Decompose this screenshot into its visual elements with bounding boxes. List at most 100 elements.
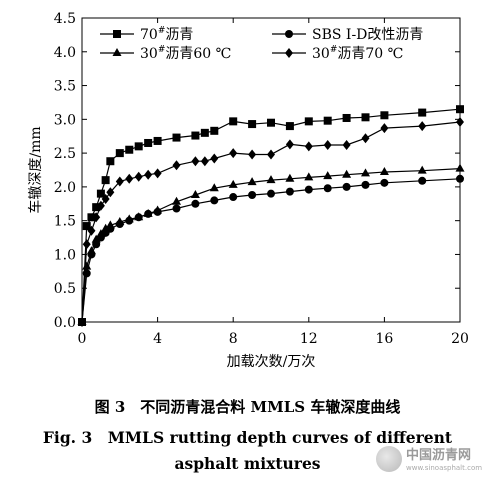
plot-frame [81, 17, 461, 323]
caption-english-line1: Fig. 3 MMLS rutting depth curves of diff… [42, 428, 453, 447]
data-point [124, 214, 134, 223]
y-tick-label: 3.5 [54, 79, 76, 95]
data-point [115, 149, 124, 158]
y-tick-label: 1.5 [54, 214, 76, 230]
watermark: 中国沥青网 www.sinoasphalt.com [372, 440, 490, 484]
data-point [106, 157, 115, 166]
data-point [125, 145, 134, 154]
data-point [82, 261, 92, 270]
data-point [285, 122, 294, 131]
data-point [96, 229, 106, 238]
chart-axes: 0.0 0.5 1.0 1.5 2.0 2.5 3.0 3.5 4.0 4.5 0 4 8 12 16 20 加… [27, 11, 469, 370]
data-point [361, 113, 370, 122]
data-point [304, 185, 313, 194]
data-point [285, 173, 295, 182]
data-point [456, 174, 464, 183]
x-tick-label: 20 [451, 331, 469, 347]
data-point [304, 172, 314, 181]
x-tick-label: 16 [375, 331, 393, 347]
data-point [144, 138, 153, 147]
data-point [143, 208, 153, 217]
data-point [134, 212, 144, 221]
data-point [248, 120, 257, 129]
data-point [267, 149, 275, 160]
data-point [78, 317, 86, 327]
data-point [209, 183, 219, 192]
data-point [191, 156, 200, 167]
data-point [86, 246, 96, 255]
caption-english-line2: asphalt mixtures [174, 454, 321, 473]
data-point [87, 213, 96, 222]
data-point [172, 160, 181, 171]
data-point [153, 168, 162, 179]
data-point [456, 117, 464, 128]
data-point [172, 196, 181, 205]
legend-marker [285, 30, 293, 38]
legend-entry-2: SBS I-D改性沥青 [272, 27, 423, 43]
legend-label: 30#沥青60 ℃ [140, 45, 231, 62]
x-tick-label: 12 [300, 331, 318, 347]
data-point [379, 167, 389, 176]
legend-marker [285, 48, 293, 58]
data-point [342, 140, 351, 151]
series-4 [78, 117, 464, 327]
y-tick-label: 0.5 [54, 281, 76, 297]
series-layer [77, 105, 465, 327]
data-point [153, 136, 162, 145]
data-point [304, 117, 313, 126]
data-point [228, 179, 238, 188]
data-point [455, 163, 465, 172]
series-3 [77, 163, 465, 325]
data-point [247, 177, 257, 186]
data-point [190, 189, 200, 198]
x-tick-label: 0 [78, 331, 87, 347]
data-point [200, 156, 209, 167]
y-tick-label: 1.0 [54, 247, 76, 263]
data-point [380, 111, 389, 120]
data-point [153, 205, 163, 214]
data-point [172, 204, 181, 213]
data-point [134, 142, 143, 151]
x-tick-label: 4 [153, 331, 162, 347]
data-point [361, 168, 370, 177]
data-point [417, 165, 427, 174]
data-point [342, 182, 351, 191]
data-point [418, 121, 427, 132]
data-point [210, 196, 219, 205]
data-point [267, 118, 275, 127]
legend-label: SBS I-D改性沥青 [312, 27, 423, 43]
data-point [101, 194, 110, 205]
data-point [229, 193, 238, 202]
data-point [342, 113, 351, 122]
y-tick-label: 0.0 [54, 315, 76, 331]
data-point [92, 212, 101, 223]
y-tick-label: 3.0 [54, 112, 76, 128]
legend-marker [113, 30, 121, 38]
data-point [96, 189, 105, 198]
data-point [304, 141, 313, 152]
caption-chinese: 图 3 不同沥青混合料 MMLS 车辙深度曲线 [94, 398, 401, 416]
legend-entry-4: 30#沥青70 ℃ [272, 45, 403, 62]
data-point [380, 123, 389, 134]
legend-entry-3: 30#沥青60 ℃ [100, 45, 231, 62]
data-point [229, 148, 238, 159]
data-point [323, 171, 333, 180]
watermark-url: www.sinoasphalt.com [406, 464, 483, 472]
data-point [96, 200, 105, 211]
data-point [323, 184, 332, 193]
data-point [285, 187, 294, 196]
watermark-logo-icon [376, 446, 402, 472]
data-point [191, 131, 200, 140]
data-point [285, 139, 294, 150]
x-axis-label: 加载次数/万次 [227, 354, 316, 370]
x-tick-label: 8 [229, 331, 238, 347]
series-1 [78, 105, 464, 326]
data-point [380, 178, 389, 187]
legend-label: 70#沥青 [140, 26, 193, 43]
legend-label: 30#沥青70 ℃ [312, 45, 403, 62]
data-point [101, 223, 111, 232]
data-point [210, 126, 219, 135]
data-point [91, 234, 101, 243]
watermark-name: 中国沥青网 [406, 448, 472, 463]
data-point [92, 203, 101, 212]
